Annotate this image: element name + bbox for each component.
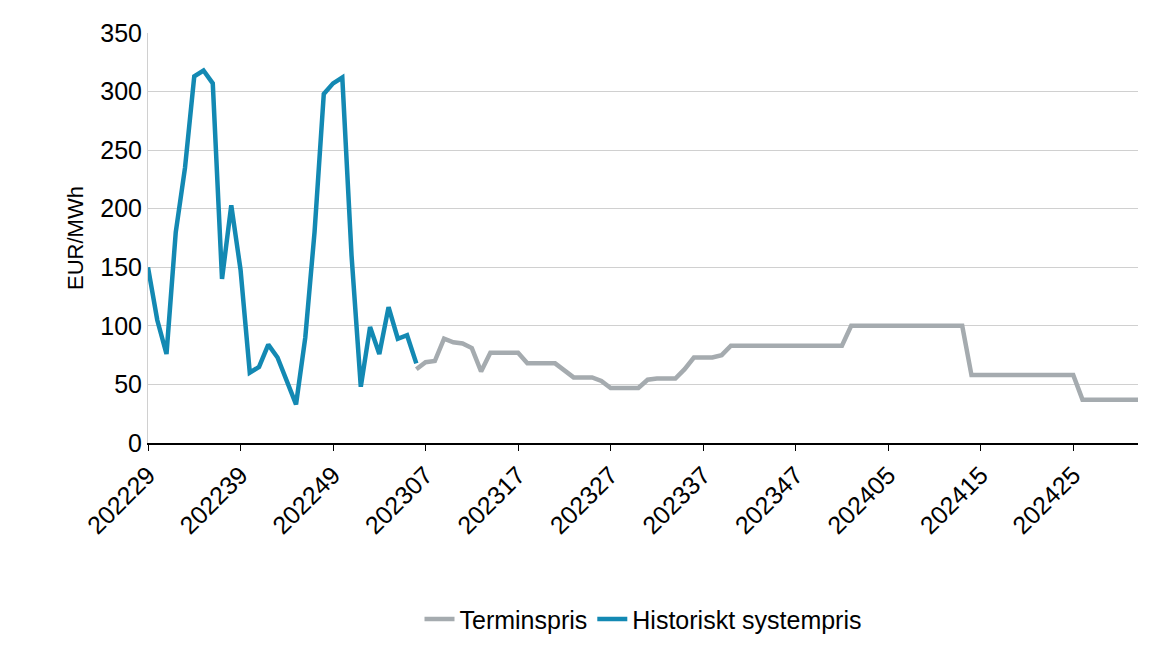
svg-text:202327: 202327 xyxy=(544,461,623,540)
svg-text:EUR/MWh: EUR/MWh xyxy=(63,186,88,290)
svg-text:300: 300 xyxy=(100,77,142,105)
svg-text:200: 200 xyxy=(100,194,142,222)
svg-text:202337: 202337 xyxy=(637,461,716,540)
svg-text:202239: 202239 xyxy=(174,461,253,540)
svg-text:Terminspris: Terminspris xyxy=(460,606,588,634)
svg-text:350: 350 xyxy=(100,19,142,47)
svg-text:202425: 202425 xyxy=(1007,461,1086,540)
svg-text:100: 100 xyxy=(100,312,142,340)
svg-text:202415: 202415 xyxy=(914,461,993,540)
svg-text:150: 150 xyxy=(100,253,142,281)
svg-text:0: 0 xyxy=(128,429,142,457)
svg-text:202307: 202307 xyxy=(359,461,438,540)
svg-text:202405: 202405 xyxy=(822,461,901,540)
svg-text:202347: 202347 xyxy=(729,461,808,540)
svg-text:202249: 202249 xyxy=(267,461,346,540)
svg-text:50: 50 xyxy=(114,370,142,398)
svg-text:202317: 202317 xyxy=(452,461,531,540)
svg-text:Historiskt systempris: Historiskt systempris xyxy=(632,606,861,634)
svg-text:202229: 202229 xyxy=(82,461,161,540)
svg-text:250: 250 xyxy=(100,136,142,164)
